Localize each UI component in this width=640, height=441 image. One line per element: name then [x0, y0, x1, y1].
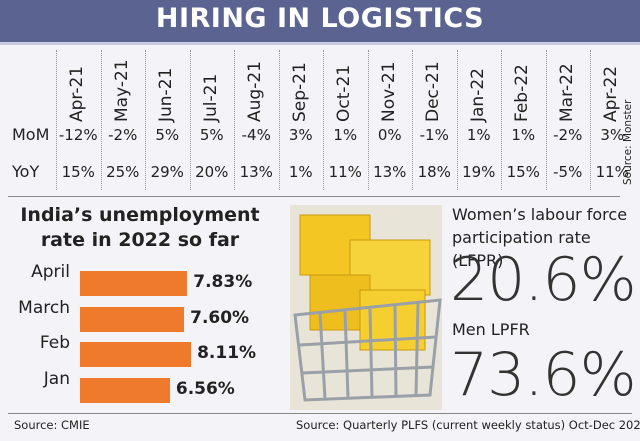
- value-label: 7.60%: [190, 307, 250, 328]
- table-cell: 3%: [288, 126, 313, 144]
- table-cell: -2%: [553, 126, 583, 144]
- column-separator: [590, 50, 591, 190]
- cart-illustration: [290, 205, 442, 410]
- table-cell: 25%: [106, 163, 140, 181]
- women-lfpr-value: 20.6%: [450, 245, 637, 315]
- column-separator: [412, 50, 413, 190]
- column-separator: [100, 50, 102, 190]
- table-cell: -5%: [553, 163, 583, 181]
- bar: [80, 342, 192, 367]
- column-separator: [189, 50, 191, 190]
- column-separator: [456, 50, 458, 190]
- table-cell: 5%: [155, 126, 180, 144]
- table-cell: -1%: [419, 126, 449, 144]
- column-header: Oct-21: [334, 64, 355, 122]
- column-separator: [323, 50, 324, 190]
- row-label: YoY: [12, 162, 40, 181]
- table-cell: 11%: [595, 163, 629, 181]
- chart-title: India’s unemployment rate in 2022 so far: [20, 204, 260, 251]
- bar: [80, 271, 188, 296]
- title: HIRING IN LOGISTICS: [155, 3, 485, 34]
- column-separator: [501, 50, 502, 190]
- bar: [80, 377, 170, 403]
- divider: [8, 196, 620, 197]
- column-header: Nov-21: [378, 61, 399, 123]
- table-cell: 3%: [600, 126, 625, 144]
- table-cell: -4%: [241, 126, 271, 144]
- table-cell: 18%: [417, 163, 451, 181]
- column-header: Feb-22: [512, 64, 533, 122]
- row-label: MoM: [12, 125, 50, 144]
- category-label: Jan: [43, 368, 70, 389]
- column-separator: [367, 50, 369, 190]
- category-label: Feb: [39, 333, 70, 353]
- table-cell: 11%: [328, 163, 362, 181]
- footer-line: [8, 413, 632, 414]
- table-cell: 1%: [511, 126, 536, 144]
- column-header: Jun-21: [156, 67, 177, 122]
- table-cell: 1%: [333, 126, 358, 144]
- source-plfs: Source: Quarterly PLFS (current weekly s…: [296, 418, 640, 432]
- table-cell: 13%: [239, 163, 273, 181]
- table-cell: 15%: [506, 163, 540, 181]
- column-header: Mar-22: [556, 63, 577, 122]
- men-lfpr-value: 73.6%: [450, 340, 637, 410]
- table-cell: 1%: [466, 126, 491, 144]
- table-cell: 15%: [61, 163, 95, 181]
- table-cell: 29%: [150, 163, 184, 181]
- source-cmie: Source: CMIE: [14, 418, 90, 432]
- column-header: Apr-22: [601, 65, 622, 122]
- column-header: Jul-21: [200, 73, 221, 122]
- column-header: Aug-21: [245, 61, 266, 122]
- column-header: Sep-21: [289, 62, 310, 122]
- men-lfpr-label: Men LPFR: [452, 320, 530, 339]
- column-separator: [545, 50, 547, 190]
- table-cell: 20%: [195, 163, 229, 181]
- table-cell: 19%: [462, 163, 496, 181]
- column-separator: [234, 50, 235, 190]
- table-cell: 0%: [377, 126, 402, 144]
- column-header: May-21: [111, 59, 132, 122]
- value-label: 7.83%: [193, 272, 253, 292]
- column-header: Jan-22: [467, 68, 488, 122]
- table-cell: -12%: [58, 126, 98, 144]
- column-header: Dec-21: [423, 61, 444, 122]
- banner: [0, 0, 640, 45]
- value-label: 8.11%: [197, 343, 257, 363]
- table-cell: 5%: [199, 126, 224, 144]
- table-cell: 1%: [288, 163, 313, 181]
- table-cell: 13%: [373, 163, 407, 181]
- column-header: Apr-21: [67, 65, 88, 122]
- table-cell: -2%: [108, 126, 138, 144]
- value-label: 6.56%: [175, 378, 235, 399]
- women-lfpr-label: Women’s labour force participation rate …: [452, 205, 628, 270]
- column-separator: [278, 50, 280, 190]
- category-label: March: [18, 297, 70, 318]
- column-separator: [145, 50, 146, 190]
- bar: [80, 306, 185, 332]
- category-label: April: [31, 262, 70, 282]
- column-separator: [56, 50, 57, 190]
